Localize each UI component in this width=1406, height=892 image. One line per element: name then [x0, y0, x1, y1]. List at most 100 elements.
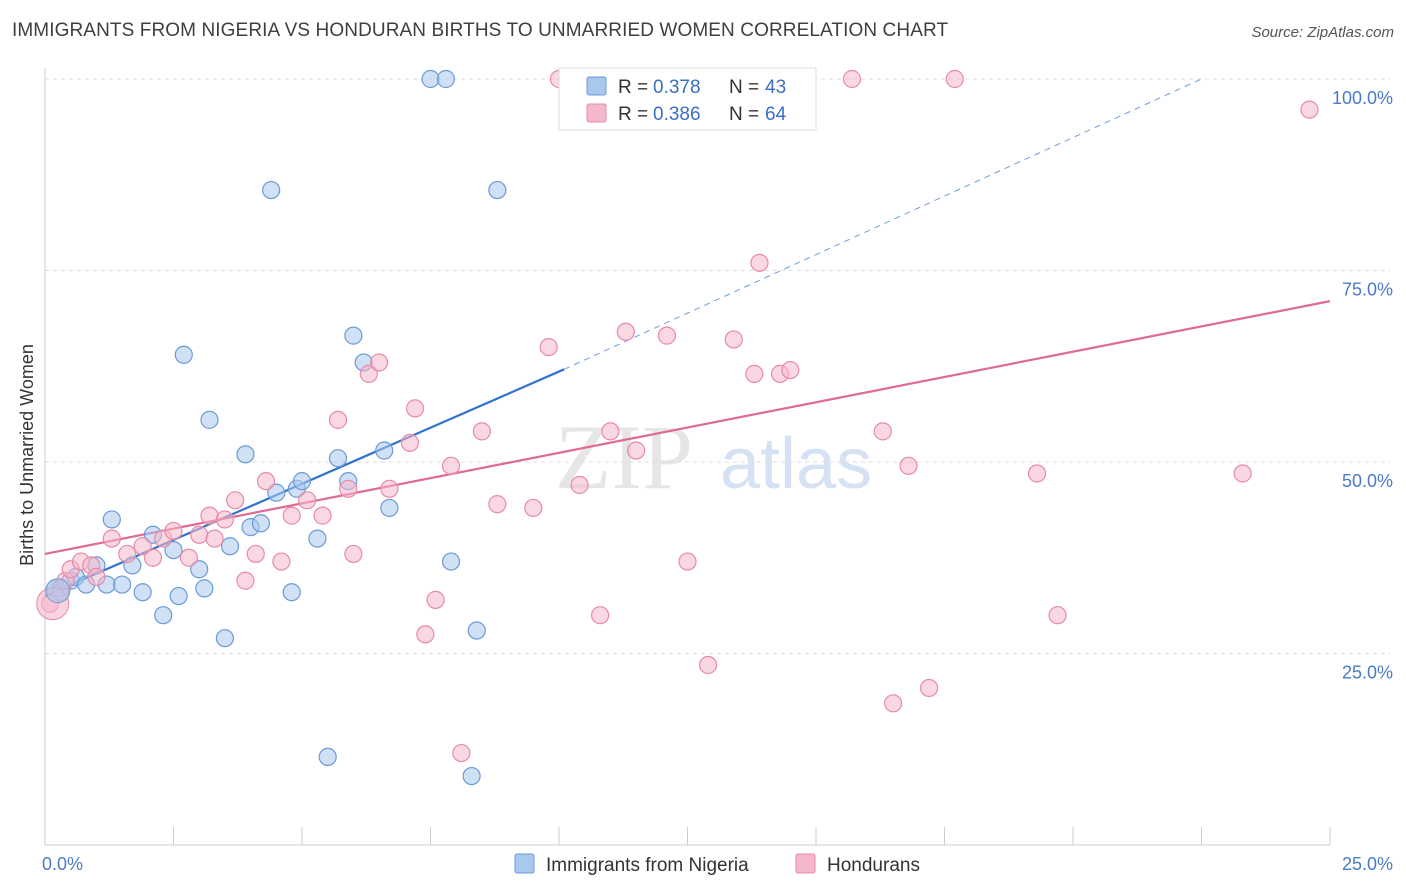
point-nigeria-7: [102, 510, 121, 529]
y-tick-label-2: 75.0%: [1342, 280, 1393, 300]
point-nigeria-18: [200, 410, 219, 429]
point-hondurans-63: [945, 69, 964, 89]
point-nigeria-41: [467, 621, 486, 640]
point-hondurans-52: [698, 655, 718, 675]
point-hondurans-55: [750, 253, 769, 272]
chart-title: IMMIGRANTS FROM NIGERIA VS HONDURAN BIRT…: [12, 20, 949, 41]
point-hondurans-65: [1048, 606, 1067, 625]
point-nigeria-14: [169, 586, 188, 606]
point-hondurans-23: [282, 506, 301, 525]
point-hondurans-53: [724, 330, 743, 349]
point-hondurans-21: [256, 472, 276, 491]
y-tick-label-3: 100.0%: [1332, 88, 1393, 108]
point-hondurans-8: [118, 544, 137, 564]
point-hondurans-41: [539, 338, 558, 357]
legend-n-value-0: 43: [765, 77, 786, 98]
legend-r-value-1: 0.386: [653, 104, 701, 125]
point-nigeria-35: [375, 441, 394, 460]
point-hondurans-60: [883, 694, 903, 713]
watermark-atlas: atlas: [720, 424, 872, 504]
point-hondurans-6: [87, 567, 106, 587]
point-hondurans-47: [616, 322, 635, 341]
series-swatch-nigeria: [514, 853, 535, 874]
point-nigeria-12: [154, 606, 173, 625]
point-hondurans-32: [400, 433, 420, 452]
point-hondurans-38: [472, 422, 491, 441]
y-axis-title: Births to Unmarried Women: [17, 344, 37, 566]
point-hondurans-40: [524, 498, 543, 518]
point-hondurans-15: [200, 506, 219, 525]
point-nigeria-24: [262, 180, 281, 200]
point-hondurans-14: [190, 525, 209, 544]
gridlines: [45, 78, 1390, 654]
point-hondurans-61: [899, 456, 918, 475]
point-nigeria-10: [133, 583, 152, 602]
point-hondurans-29: [359, 364, 378, 384]
point-nigeria-40: [462, 766, 481, 786]
series-legend: Immigrants from Nigeria Hondurans: [514, 853, 920, 876]
point-nigeria-29: [308, 529, 327, 548]
point-hondurans-7: [102, 529, 121, 548]
axes: [44, 68, 1331, 846]
point-hondurans-35: [426, 590, 445, 609]
point-nigeria-15: [174, 345, 193, 364]
trend-line-nigeria-extension: [563, 78, 1202, 370]
point-nigeria-42: [488, 180, 507, 200]
point-hondurans-33: [405, 399, 425, 418]
series-swatch-hondurans: [795, 853, 816, 874]
x-tick-label-1: 25.0%: [1342, 854, 1393, 874]
series-label-nigeria: Immigrants from Nigeria: [546, 855, 749, 876]
point-hondurans-54: [745, 364, 764, 384]
point-hondurans-20: [246, 544, 265, 564]
point-nigeria-30: [318, 747, 337, 767]
point-hondurans-17: [215, 510, 234, 529]
point-nigeria-16: [190, 560, 209, 579]
point-hondurans-18: [226, 491, 245, 510]
point-hondurans-50: [657, 326, 677, 345]
point-hondurans-67: [1300, 100, 1319, 119]
point-hondurans-45: [591, 606, 610, 625]
point-nigeria-21: [236, 445, 255, 464]
series-label-hondurans: Hondurans: [827, 855, 920, 876]
point-hondurans-26: [328, 410, 348, 429]
legend-r-label-0: R =: [618, 77, 648, 98]
x-tick-label-0: 0.0%: [42, 854, 83, 874]
point-nigeria-39: [441, 552, 461, 571]
source-credit: Source: ZipAtlas.com: [1251, 24, 1394, 41]
point-nigeria-25: [267, 483, 286, 502]
point-hondurans-46: [601, 422, 620, 441]
point-hondurans-51: [678, 552, 697, 571]
point-hondurans-44: [570, 475, 589, 495]
point-hondurans-9: [133, 537, 152, 556]
point-hondurans-57: [781, 360, 800, 380]
legend-n-label-0: N =: [729, 77, 759, 98]
point-hondurans-19: [236, 571, 255, 590]
point-hondurans-27: [339, 479, 358, 498]
trend-line-hondurans: [44, 300, 1331, 555]
point-hondurans-13: [179, 548, 199, 567]
point-nigeria-23: [251, 514, 270, 533]
point-hondurans-36: [441, 456, 461, 475]
point-nigeria-8: [112, 575, 132, 594]
point-nigeria-20: [220, 537, 240, 556]
point-nigeria-36: [380, 498, 399, 518]
point-nigeria-17: [195, 579, 214, 598]
point-hondurans-66: [1233, 464, 1252, 483]
point-nigeria-19: [215, 629, 234, 648]
point-hondurans-24: [298, 491, 317, 510]
legend-swatch-nigeria: [586, 76, 607, 96]
point-hondurans-37: [452, 743, 471, 763]
legend-n-label-1: N =: [729, 104, 759, 125]
point-hondurans-59: [873, 422, 892, 441]
point-hondurans-10: [143, 548, 163, 567]
point-hondurans-48: [626, 441, 646, 460]
point-nigeria-37: [421, 69, 440, 89]
point-hondurans-39: [488, 495, 507, 514]
point-hondurans-22: [272, 552, 291, 571]
y-tick-label-0: 25.0%: [1342, 663, 1393, 683]
legend-n-value-1: 64: [765, 104, 787, 125]
tick-labels: 25.0% 50.0% 75.0% 100.0% 0.0% 25.0%: [42, 88, 1393, 874]
point-hondurans-62: [919, 678, 939, 698]
point-nigeria-13: [164, 540, 183, 560]
